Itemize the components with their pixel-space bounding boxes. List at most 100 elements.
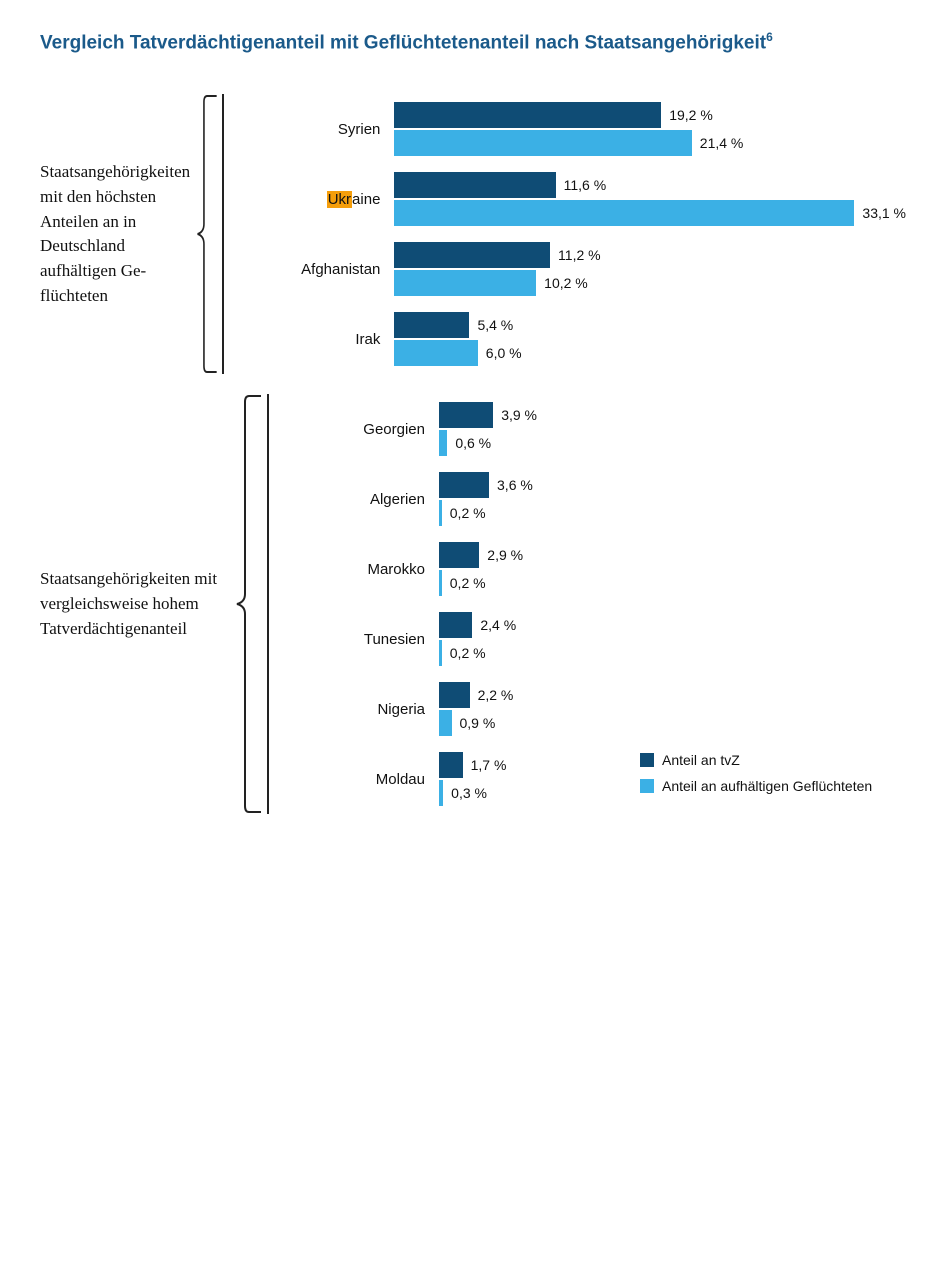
bars: 2,2 % 0,9 % [439, 682, 906, 736]
value-label: 2,9 % [479, 547, 523, 563]
bars: 19,2 % 21,4 % [394, 102, 906, 156]
bar [394, 130, 691, 156]
bracket [196, 94, 218, 374]
bar [394, 102, 661, 128]
bars: 5,4 % 6,0 % [394, 312, 906, 366]
legend-label: Anteil an tvZ [662, 752, 740, 768]
bar-row: Ukraine 11,6 % 33,1 % [224, 164, 906, 234]
value-label: 11,6 % [556, 177, 607, 193]
bar [439, 752, 463, 778]
category-label: Tunesien [269, 631, 439, 648]
group-label: Staatsangehörigkei­ten mit vergleichs­we… [40, 567, 235, 641]
bar [439, 430, 447, 456]
value-label: 3,6 % [489, 477, 533, 493]
value-label: 0,9 % [452, 715, 496, 731]
bar-line: 21,4 % [394, 130, 906, 156]
chart-wrapper: Staatsangehörig­keiten mit den höchsten … [40, 94, 906, 814]
bar [394, 270, 536, 296]
value-label: 21,4 % [692, 135, 744, 151]
bars: 11,2 % 10,2 % [394, 242, 906, 296]
bar-line: 6,0 % [394, 340, 906, 366]
value-label: 19,2 % [661, 107, 713, 123]
bar [439, 542, 479, 568]
title-text: Vergleich Tatverdächtigenanteil mit Gefl… [40, 32, 766, 53]
bars: 2,9 % 0,2 % [439, 542, 906, 596]
bar [439, 710, 452, 736]
legend-item: Anteil an tvZ [640, 752, 872, 768]
bar-line: 0,2 % [439, 640, 906, 666]
bar-line: 19,2 % [394, 102, 906, 128]
rows-container: Georgien3,9 %0,6 %Algerien3,6 %0,2 %Maro… [267, 394, 906, 814]
value-label: 3,9 % [493, 407, 537, 423]
category-label: Moldau [269, 771, 439, 788]
group-label: Staatsangehörig­keiten mit den höchsten … [40, 160, 196, 308]
bar [394, 312, 469, 338]
value-label: 6,0 % [478, 345, 522, 361]
bar-line: 2,4 % [439, 612, 906, 638]
value-label: 5,4 % [469, 317, 513, 333]
bar-line: 10,2 % [394, 270, 906, 296]
bar [394, 340, 477, 366]
value-label: 2,2 % [470, 687, 514, 703]
bar-line: 0,2 % [439, 500, 906, 526]
chart-area: Staatsangehörig­keiten mit den höchsten … [40, 94, 906, 814]
bar [439, 682, 470, 708]
bar-line: 33,1 % [394, 200, 906, 226]
value-label: 1,7 % [463, 757, 507, 773]
legend-swatch [640, 753, 654, 767]
bar [394, 172, 555, 198]
bar-row: Irak 5,4 % 6,0 % [224, 304, 906, 374]
value-label: 0,3 % [443, 785, 487, 801]
bar-line: 11,6 % [394, 172, 906, 198]
value-label: 0,2 % [442, 505, 486, 521]
bar-row: Georgien3,9 %0,6 % [269, 394, 906, 464]
bar-line: 3,6 % [439, 472, 906, 498]
category-label: Irak [224, 331, 394, 348]
category-label: Nigeria [269, 701, 439, 718]
bar [394, 242, 550, 268]
bar-line: 3,9 % [439, 402, 906, 428]
category-label: Ukraine [224, 191, 394, 208]
category-label: Syrien [224, 121, 394, 138]
chart-group: Staatsangehörigkei­ten mit vergleichs­we… [40, 394, 906, 814]
bars: 3,6 %0,2 % [439, 472, 906, 526]
category-label: Algerien [269, 491, 439, 508]
chart-title: Vergleich Tatverdächtigenanteil mit Gefl… [40, 30, 906, 54]
chart-group: Staatsangehörig­keiten mit den höchsten … [40, 94, 906, 374]
bar-row: Marokko 2,9 % 0,2 % [269, 534, 906, 604]
legend-swatch [640, 779, 654, 793]
bar-line: 11,2 % [394, 242, 906, 268]
bar-line: 5,4 % [394, 312, 906, 338]
bar-row: Afghanistan 11,2 % 10,2 % [224, 234, 906, 304]
value-label: 0,2 % [442, 575, 486, 591]
bar-row: Tunesien 2,4 % 0,2 % [269, 604, 906, 674]
bar-row: Algerien3,6 %0,2 % [269, 464, 906, 534]
bar-line: 0,6 % [439, 430, 906, 456]
bar-row: Nigeria 2,2 % 0,9 % [269, 674, 906, 744]
bars: 11,6 % 33,1 % [394, 172, 906, 226]
bars: 2,4 % 0,2 % [439, 612, 906, 666]
category-label: Afghanistan [224, 261, 394, 278]
bars: 3,9 %0,6 % [439, 402, 906, 456]
legend-item: Anteil an aufhältigen Geflüchteten [640, 778, 872, 794]
category-label: Georgien [269, 421, 439, 438]
bar-row: Syrien 19,2 % 21,4 % [224, 94, 906, 164]
bar [439, 612, 472, 638]
bar-line: 2,2 % [439, 682, 906, 708]
legend-label: Anteil an aufhältigen Geflüchteten [662, 778, 872, 794]
rows-container: Syrien 19,2 % 21,4 % Ukraine 11,6 % 33,1 % Afg… [222, 94, 906, 374]
bar [439, 402, 493, 428]
bar [394, 200, 854, 226]
bracket [235, 394, 263, 814]
value-label: 11,2 % [550, 247, 601, 263]
value-label: 33,1 % [854, 205, 906, 221]
value-label: 0,6 % [447, 435, 491, 451]
bar-line: 0,9 % [439, 710, 906, 736]
value-label: 10,2 % [536, 275, 588, 291]
category-label: Marokko [269, 561, 439, 578]
value-label: 2,4 % [472, 617, 516, 633]
legend: Anteil an tvZ Anteil an aufhältigen Geflü… [640, 752, 872, 804]
bar [439, 472, 489, 498]
title-footnote: 6 [766, 30, 773, 44]
bar-line: 2,9 % [439, 542, 906, 568]
